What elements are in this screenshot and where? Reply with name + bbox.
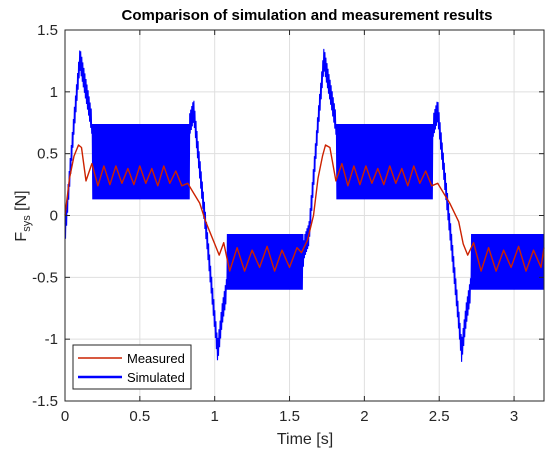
measured-line: [64, 144, 545, 272]
y-axis-label-main: F: [13, 232, 30, 242]
y-tick-labels: -1.5 -1 -0.5 0 0.5 1 1.5: [32, 22, 58, 410]
axis-ticks: [64, 29, 544, 402]
x-axis-label: Time [s]: [277, 431, 333, 448]
y-axis-label: Fsys [N]: [13, 190, 33, 241]
legend-label-simulated: Simulated: [127, 370, 185, 385]
y-tick-label: -1.5: [32, 393, 58, 410]
measured-series: [64, 144, 545, 272]
y-tick-label: 0: [50, 208, 58, 225]
x-tick-labels: 0 0.5 1 1.5 2 2.5 3: [61, 408, 518, 425]
x-tick-label: 0.5: [129, 408, 150, 425]
x-tick-label: 2.5: [429, 408, 450, 425]
y-axis-label-unit: [N]: [13, 190, 30, 215]
legend: Measured Simulated: [72, 344, 192, 390]
y-tick-label: 1: [50, 84, 58, 101]
y-axis-label-subscript: sys: [21, 215, 33, 232]
chart-title: Comparison of simulation and measurement…: [122, 7, 493, 24]
y-tick-label: 1.5: [37, 22, 58, 39]
legend-label-measured: Measured: [127, 351, 185, 366]
x-tick-label: 3: [510, 408, 518, 425]
simulated-line: [64, 48, 545, 362]
x-tick-label: 0: [61, 408, 69, 425]
y-tick-label: -0.5: [32, 269, 58, 286]
y-tick-label: 0.5: [37, 146, 58, 163]
legend-box: [72, 344, 192, 390]
x-tick-label: 1.5: [279, 408, 300, 425]
y-tick-label: -1: [45, 331, 58, 348]
x-tick-label: 2: [360, 408, 368, 425]
simulated-series: [64, 48, 545, 362]
x-tick-label: 1: [211, 408, 219, 425]
